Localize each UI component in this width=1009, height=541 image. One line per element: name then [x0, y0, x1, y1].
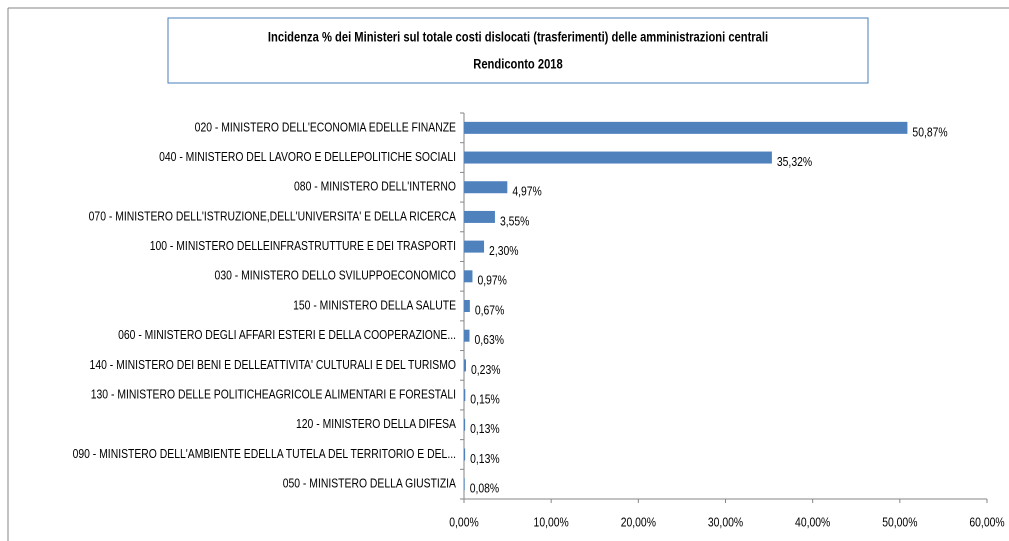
title-box	[167, 17, 869, 84]
bar	[464, 121, 908, 134]
data-label: 3,55%	[500, 214, 530, 228]
bar	[464, 240, 485, 253]
bar	[464, 270, 473, 283]
y-tick-label: 100 - MINISTERO DELLEINFRASTRUTTURE E DE…	[150, 239, 456, 253]
y-tick-label: 030 - MINISTERO DELLO SVILUPPOECONOMICO	[215, 269, 456, 283]
bar	[464, 448, 466, 461]
data-label: 35,32%	[777, 155, 813, 169]
y-tick-label: 140 - MINISTERO DEI BENI E DELLEATTIVITA…	[90, 358, 456, 372]
data-label: 0,08%	[470, 482, 500, 496]
bar	[464, 359, 467, 372]
bar	[464, 478, 465, 491]
x-tick-label: 20,00%	[621, 515, 657, 529]
y-tick-label: 120 - MINISTERO DELLA DIFESA	[296, 417, 456, 431]
data-label: 4,97%	[512, 185, 542, 199]
chart-title: Incidenza % dei Ministeri sul totale cos…	[268, 30, 768, 45]
data-label: 50,87%	[912, 125, 948, 139]
bar	[464, 151, 772, 164]
x-tick-label: 10,00%	[534, 515, 570, 529]
data-label: 2,30%	[489, 244, 519, 258]
x-tick-label: 40,00%	[795, 515, 831, 529]
y-tick-label: 150 - MINISTERO DELLA SALUTE	[293, 298, 456, 312]
y-tick-label: 080 - MINISTERO DELL'INTERNO	[294, 180, 456, 194]
data-label: 0,13%	[470, 452, 500, 466]
bar	[464, 210, 495, 223]
bar	[464, 181, 508, 194]
data-label: 0,23%	[471, 363, 501, 377]
data-label: 0,13%	[470, 422, 500, 436]
data-label: 0,63%	[474, 333, 504, 347]
y-tick-label: 070 - MINISTERO DELL'ISTRUZIONE,DELL'UNI…	[89, 209, 456, 223]
y-tick-label: 040 - MINISTERO DEL LAVORO E DELLEPOLITI…	[159, 150, 456, 164]
data-label: 0,97%	[477, 274, 507, 288]
y-tick-label: 020 - MINISTERO DELL'ECONOMIA EDELLE FIN…	[195, 120, 456, 134]
y-tick-label: 090 - MINISTERO DELL'AMBIENTE EDELLA TUT…	[73, 447, 456, 461]
x-tick-label: 0,00%	[449, 515, 479, 529]
x-tick-label: 60,00%	[969, 515, 1005, 529]
x-tick-label: 30,00%	[708, 515, 744, 529]
y-tick-label: 130 - MINISTERO DELLE POLITICHEAGRICOLE …	[91, 387, 456, 401]
bar	[464, 418, 466, 431]
y-tick-label: 060 - MINISTERO DEGLI AFFARI ESTERI E DE…	[118, 328, 456, 342]
bar	[464, 389, 466, 402]
data-label: 0,67%	[475, 303, 505, 317]
bar	[464, 300, 470, 312]
bar	[464, 329, 470, 342]
x-tick-label: 50,00%	[882, 515, 918, 529]
y-tick-label: 050 - MINISTERO DELLA GIUSTIZIA	[283, 477, 456, 491]
chart-subtitle: Rendiconto 2018	[473, 57, 562, 72]
data-label: 0,15%	[470, 392, 500, 406]
